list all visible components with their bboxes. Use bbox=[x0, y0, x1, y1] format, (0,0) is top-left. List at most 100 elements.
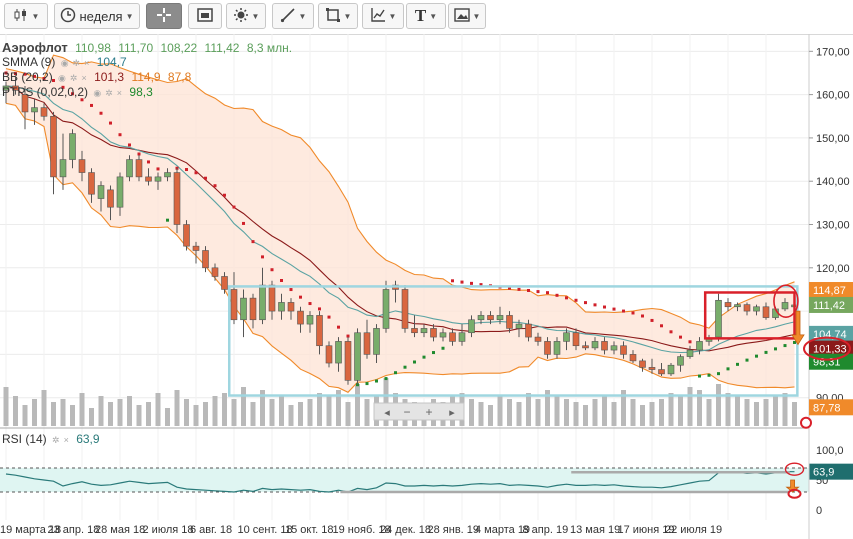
candle bbox=[335, 337, 342, 372]
close-icon[interactable]: × bbox=[116, 88, 123, 98]
sar-dot bbox=[650, 318, 654, 322]
rsi-line bbox=[5, 470, 795, 493]
volume-bar bbox=[298, 402, 303, 426]
close-icon[interactable]: × bbox=[84, 58, 90, 68]
ohlc-high: 111,70 bbox=[118, 41, 154, 55]
candle bbox=[582, 341, 589, 351]
close-icon[interactable]: × bbox=[81, 73, 87, 83]
rsi-label[interactable]: RSI (14) bbox=[2, 432, 47, 446]
brightness-button[interactable]: ▼ bbox=[226, 3, 266, 29]
price-tag-text: 111,42 bbox=[813, 300, 845, 312]
candle bbox=[667, 363, 675, 377]
axis-tick-label: 130,00 bbox=[816, 220, 850, 232]
time-axis-label: 8 апр. 19 bbox=[523, 524, 569, 536]
candle-body bbox=[382, 289, 390, 329]
candle bbox=[78, 150, 86, 182]
gear-icon[interactable]: ✲ bbox=[72, 58, 81, 68]
candle-body bbox=[145, 176, 152, 182]
ptps-value: 98,3 bbox=[129, 85, 153, 99]
candle-body bbox=[88, 172, 95, 195]
sar-dot bbox=[774, 347, 777, 351]
scroll-right-button[interactable]: ▸ bbox=[449, 407, 455, 419]
sar-dot bbox=[137, 152, 141, 156]
axis-tick-label: 120,00 bbox=[816, 263, 850, 275]
indicator-button[interactable]: ▼ bbox=[362, 3, 404, 29]
candle-body bbox=[401, 289, 409, 329]
gear-icon[interactable]: ✲ bbox=[52, 435, 60, 445]
eye-icon[interactable]: ◉ bbox=[93, 88, 102, 98]
close-icon[interactable]: × bbox=[63, 435, 69, 445]
ohlc-close: 111,42 bbox=[204, 41, 240, 55]
volume-bar bbox=[184, 399, 189, 426]
price-tag-bg bbox=[809, 296, 853, 313]
nav-strip-bg bbox=[373, 402, 465, 421]
volume-bar bbox=[697, 390, 702, 426]
volume-bar bbox=[602, 396, 607, 426]
image-button[interactable]: ▼ bbox=[448, 3, 486, 29]
sar-dot bbox=[593, 303, 597, 307]
time-axis-label: 23 апр. 18 bbox=[48, 524, 100, 536]
zoom-in-button[interactable]: + bbox=[425, 405, 432, 419]
eye-icon[interactable]: ◉ bbox=[60, 58, 69, 68]
sar-dot bbox=[289, 288, 293, 292]
line-tool-button[interactable]: ▼ bbox=[272, 3, 314, 29]
candle-body bbox=[724, 302, 732, 308]
period-select[interactable]: неделя ▼ bbox=[54, 3, 140, 29]
candle-body bbox=[211, 267, 219, 277]
legend-bb: BB (20,2) ◉ ✲ × 101,3 114,9 87,8 bbox=[2, 70, 195, 84]
sar-dot bbox=[441, 346, 445, 350]
crosshair-button[interactable] bbox=[146, 3, 182, 29]
window-button[interactable] bbox=[188, 3, 222, 29]
sar-dot bbox=[194, 171, 198, 175]
time-axis-label: 17 июня 19 bbox=[618, 524, 675, 536]
time-axis-label: 19 марта 18 bbox=[0, 524, 61, 536]
sar-dot bbox=[33, 74, 36, 78]
candle bbox=[40, 103, 48, 121]
volume-bar bbox=[687, 387, 693, 426]
candle-body bbox=[116, 176, 124, 208]
eye-icon[interactable]: ◉ bbox=[58, 73, 66, 83]
candle-body bbox=[639, 360, 646, 368]
chart-type-button[interactable]: ▼ bbox=[4, 3, 48, 29]
volume-bar bbox=[174, 390, 180, 426]
candle bbox=[287, 298, 295, 320]
gear-icon[interactable]: ✲ bbox=[105, 88, 113, 98]
candle-body bbox=[40, 107, 48, 117]
candle-body bbox=[268, 284, 276, 312]
time-axis-label: 24 дек. 18 bbox=[380, 524, 431, 536]
candle bbox=[21, 85, 29, 130]
sar-dot bbox=[213, 184, 217, 188]
candle-body bbox=[734, 304, 741, 308]
sar-dot bbox=[4, 71, 8, 75]
candle-body bbox=[753, 306, 760, 312]
gear-icon[interactable]: ✲ bbox=[69, 73, 78, 83]
volume-bar bbox=[165, 408, 170, 426]
clock-icon bbox=[60, 7, 76, 26]
ohlc-open: 110,98 bbox=[75, 41, 111, 55]
candle-body bbox=[354, 332, 361, 381]
candle-body bbox=[458, 332, 466, 342]
sar-dot bbox=[109, 121, 112, 125]
scroll-left-button[interactable]: ◂ bbox=[384, 407, 390, 419]
candle bbox=[59, 133, 67, 190]
sar-dot bbox=[603, 305, 606, 309]
candle-body bbox=[715, 299, 722, 338]
volume-bar bbox=[516, 402, 522, 426]
candle bbox=[297, 306, 304, 333]
volume-bar bbox=[573, 402, 579, 426]
axis-tick-label: 150,00 bbox=[816, 133, 850, 145]
volume-bar bbox=[127, 396, 132, 426]
ptps-label[interactable]: PTPS (0,02,0,2) bbox=[2, 85, 89, 99]
chevron-down-icon: ▼ bbox=[298, 11, 307, 21]
smma-label[interactable]: SMMA (9) bbox=[2, 55, 56, 69]
sar-dot bbox=[422, 355, 426, 359]
window-icon bbox=[197, 7, 213, 25]
text-tool-button[interactable]: T ▼ bbox=[406, 3, 446, 29]
candle-body bbox=[69, 133, 76, 160]
bb-label[interactable]: BB (20,2) bbox=[2, 70, 53, 84]
shape-tool-button[interactable]: ▼ bbox=[318, 3, 358, 29]
sar-dot bbox=[783, 344, 787, 348]
zoom-out-button[interactable]: − bbox=[403, 405, 410, 419]
volume-bar bbox=[735, 396, 740, 426]
